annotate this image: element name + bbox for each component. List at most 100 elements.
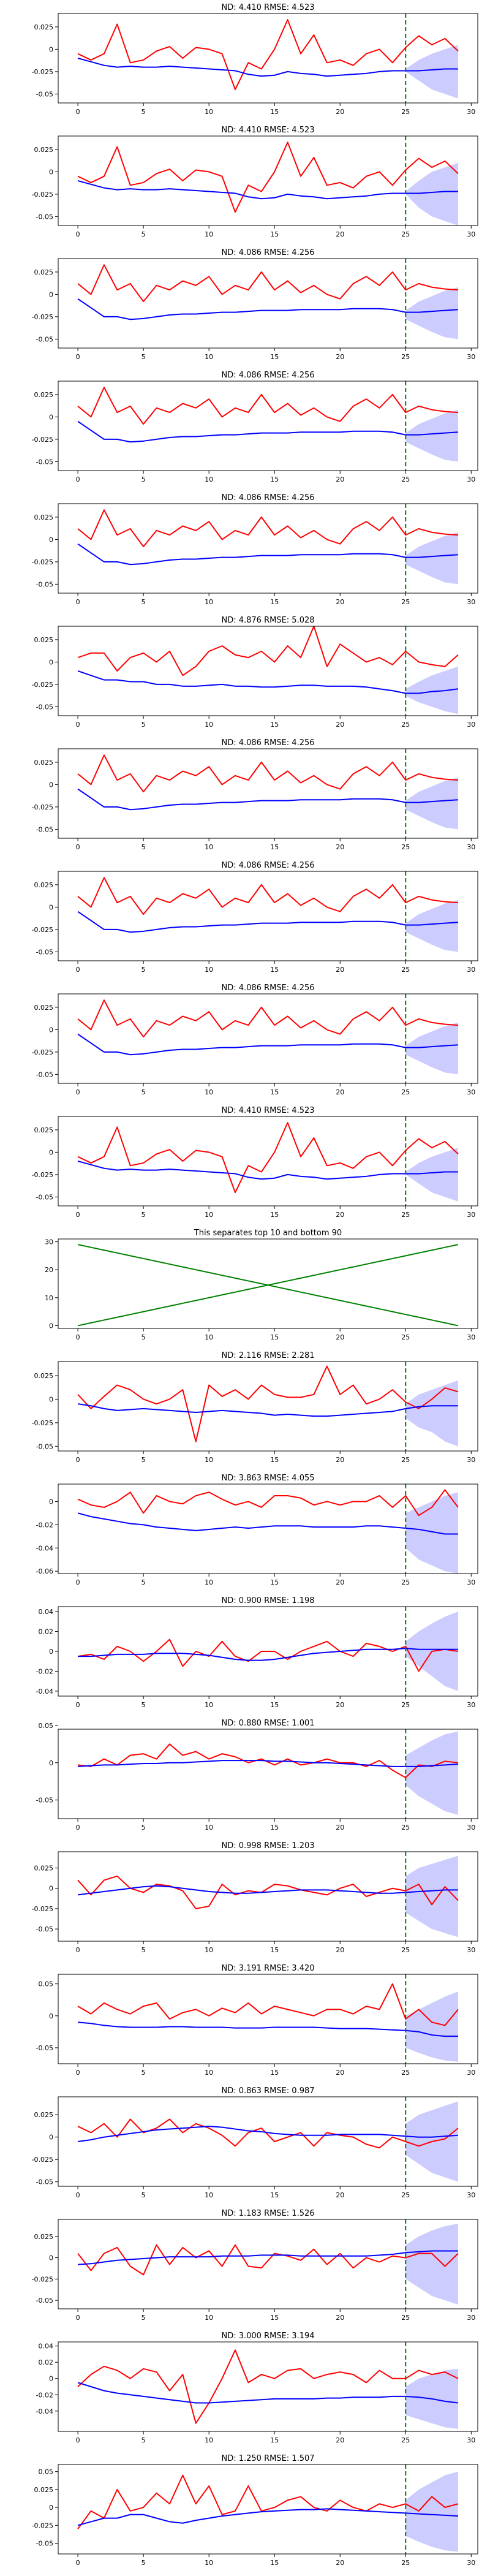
x-tick-label: 15 [270, 475, 279, 483]
x-tick-label: 30 [467, 475, 475, 483]
forecast-band [405, 900, 458, 952]
y-tick-label: -0.05 [36, 2178, 53, 2186]
x-tick-label: 30 [467, 1946, 475, 1954]
x-tick-label: 10 [205, 475, 213, 483]
x-tick-label: 20 [336, 1824, 344, 1832]
x-tick-label: 25 [401, 353, 410, 361]
plot-frame [58, 1483, 478, 1574]
y-tick-label: -0.05 [36, 703, 53, 711]
y-tick-label: 0.025 [34, 391, 54, 399]
y-tick-label: -0.025 [32, 1171, 53, 1179]
x-tick-label: 20 [336, 598, 344, 606]
y-tick-label: -0.05 [36, 580, 53, 588]
y-tick-label: 0 [49, 2504, 53, 2512]
x-tick-label: 20 [336, 475, 344, 483]
y-tick-label: -0.025 [32, 1419, 53, 1427]
forecast-band [405, 1991, 458, 2062]
y-tick-label: -0.05 [36, 1442, 53, 1450]
y-tick-label: 0.02 [39, 1628, 54, 1636]
plot-frame [58, 381, 478, 471]
x-tick-label: 10 [205, 108, 213, 116]
series-line-2 [77, 298, 458, 320]
y-tick-label: -0.05 [36, 213, 53, 221]
chart-title: ND: 2.116 RMSE: 2.281 [221, 1351, 314, 1360]
x-tick-label: 25 [401, 2314, 410, 2322]
y-tick-label: -0.05 [36, 825, 53, 833]
x-tick-label: 25 [401, 843, 410, 851]
y-tick-label: 0 [49, 1395, 53, 1403]
x-tick-label: 10 [205, 1333, 213, 1341]
plot-frame [58, 2341, 478, 2432]
plot-frame [58, 748, 478, 839]
plot-frame [58, 13, 478, 104]
x-tick-label: 5 [141, 721, 146, 729]
series-line-1 [77, 1638, 459, 1672]
x-tick-label: 0 [76, 2314, 80, 2322]
chart-14: ND: 0.900 RMSE: 1.198 0 5 10 15 20 25 30 -0.04 -0… [36, 1596, 478, 1709]
series-line-1 [77, 1875, 459, 1909]
x-tick-label: 20 [336, 1946, 344, 1954]
x-tick-label: 5 [141, 2436, 146, 2444]
x-tick-label: 10 [205, 2559, 213, 2567]
x-tick-label: 30 [467, 2314, 475, 2322]
x-tick-label: 5 [141, 108, 146, 116]
series-line-1 [77, 1743, 459, 1779]
x-tick-label: 15 [270, 1456, 279, 1464]
y-tick-label: 0.025 [34, 23, 54, 31]
chart-12: ND: 2.116 RMSE: 2.281 0 5 10 15 20 25 30 -0.05 -0… [32, 1351, 478, 1464]
y-tick-label: -0.05 [36, 1797, 53, 1805]
y-tick-label: 0.025 [34, 513, 54, 521]
plot-frame [58, 2464, 478, 2555]
chart-17: ND: 3.191 RMSE: 3.420 0 5 10 15 20 25 30 -0.05 0 0… [36, 1964, 478, 2077]
x-tick-label: 30 [467, 2191, 475, 2199]
x-tick-label: 30 [467, 2559, 475, 2567]
plot-frame [58, 503, 478, 594]
chart-4: ND: 4.086 RMSE: 4.256 0 5 10 15 20 25 30 -0.05 -0… [32, 371, 478, 483]
forecast-band [405, 532, 458, 585]
x-tick-label: 15 [270, 1578, 279, 1586]
y-tick-label: -0.02 [36, 2391, 53, 2399]
x-tick-label: 5 [141, 1456, 146, 1464]
x-tick-label: 30 [467, 230, 475, 238]
x-tick-label: 10 [205, 1456, 213, 1464]
y-tick-label: 20 [45, 1266, 53, 1274]
x-tick-label: 0 [76, 843, 80, 851]
plot-frame [58, 258, 478, 349]
series-line-2 [77, 911, 458, 933]
series-line-1 [77, 19, 459, 91]
x-tick-label: 5 [141, 1333, 146, 1341]
x-tick-label: 10 [205, 1211, 213, 1219]
x-tick-label: 10 [205, 2436, 213, 2444]
series-line-1 [77, 877, 458, 915]
chart-title: ND: 0.900 RMSE: 1.198 [221, 1596, 314, 1605]
series-line-1 [77, 2244, 459, 2276]
x-tick-label: 15 [270, 1211, 279, 1219]
x-tick-label: 0 [76, 1701, 80, 1709]
y-tick-label: -0.02 [36, 1521, 53, 1529]
x-tick-label: 0 [76, 2559, 80, 2567]
x-tick-label: 15 [270, 721, 279, 729]
x-tick-label: 15 [270, 2314, 279, 2322]
series-line-1 [77, 626, 459, 676]
forecast-band [405, 1492, 458, 1574]
x-tick-label: 25 [401, 1946, 410, 1954]
x-tick-label: 15 [270, 598, 279, 606]
x-tick-label: 5 [141, 2559, 146, 2567]
series-line-2 [77, 1244, 459, 1327]
x-tick-label: 5 [141, 353, 146, 361]
chart-20: ND: 3.000 RMSE: 3.194 0 5 10 15 20 25 30 -0.04 -0… [36, 2332, 478, 2444]
y-tick-label: 0 [49, 1148, 53, 1156]
series-line-1 [77, 1365, 459, 1442]
x-tick-label: 30 [467, 108, 475, 116]
x-tick-label: 20 [336, 2191, 344, 2199]
series-line-2 [78, 1760, 458, 1767]
x-tick-label: 20 [336, 1701, 344, 1709]
plot-frame [58, 2219, 478, 2309]
x-tick-label: 5 [141, 966, 146, 974]
y-tick-label: 0.025 [34, 2486, 54, 2494]
x-tick-label: 10 [205, 1578, 213, 1586]
plot-frame [58, 1729, 478, 1819]
chart-title: This separates top 10 and bottom 90 [194, 1229, 342, 1238]
x-tick-label: 15 [270, 2436, 279, 2444]
chart-16: ND: 0.998 RMSE: 1.203 0 5 10 15 20 25 30 -0.05 -0… [32, 1841, 478, 1954]
